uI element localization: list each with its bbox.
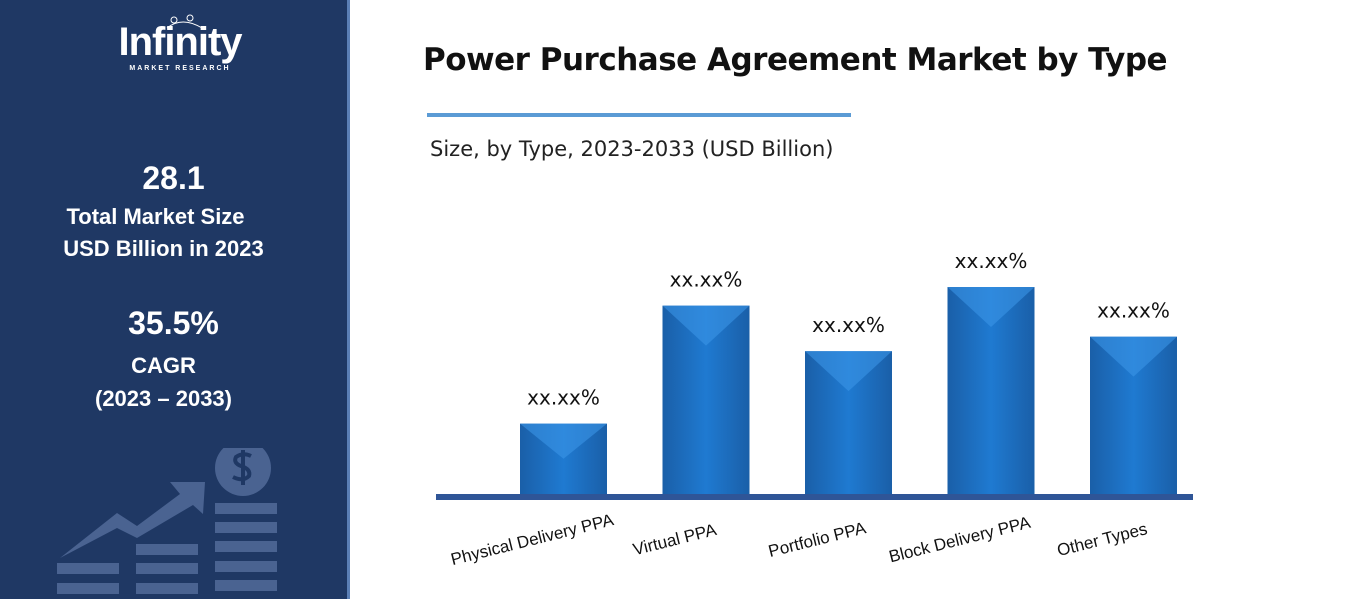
cagr-period: (2023 – 2033): [95, 386, 232, 411]
x-tick-label: Other Types: [1055, 519, 1149, 560]
logo: Infinity MARKET RESEARCH: [110, 14, 250, 73]
cagr-value: 35.5%: [128, 305, 219, 341]
bar-bevel: [662, 305, 750, 346]
growth-chart-dollar-icon: [57, 448, 277, 594]
data-label: xx.xx%: [527, 386, 600, 410]
sidebar: Infinity MARKET RESEARCH 28.1 Total Mark…: [0, 0, 350, 599]
market-size-unit: USD Billion in 2023: [63, 236, 264, 261]
chart-title: Power Purchase Agreement Market by Type: [423, 42, 1168, 78]
market-size-label: Total Market Size: [66, 204, 245, 229]
x-tick-label: Block Delivery PPA: [887, 513, 1033, 567]
dollar-sign-icon: [232, 450, 252, 485]
logo-subtext: MARKET RESEARCH: [129, 65, 231, 72]
x-axis-line: [436, 494, 1193, 500]
x-tick-label: Physical Delivery PPA: [449, 510, 616, 569]
data-label: xx.xx%: [1097, 299, 1170, 323]
bar-bevel: [1090, 336, 1177, 377]
x-tick-label: Virtual PPA: [631, 520, 719, 559]
data-label: xx.xx%: [812, 313, 885, 337]
bar-bevel: [805, 351, 892, 392]
x-tick-label: Portfolio PPA: [766, 518, 868, 561]
data-label: xx.xx%: [670, 268, 743, 292]
cagr-label: CAGR: [131, 353, 196, 378]
bar-bevel: [947, 287, 1035, 327]
chart-subtitle: Size, by Type, 2023-2033 (USD Billion): [430, 137, 834, 161]
logo-text: Infinity: [118, 20, 242, 64]
data-label: xx.xx%: [955, 249, 1028, 273]
bar-bevel: [520, 423, 607, 459]
logo-people-icon: [166, 14, 203, 29]
title-divider: [427, 113, 851, 117]
market-size-value: 28.1: [142, 160, 205, 196]
